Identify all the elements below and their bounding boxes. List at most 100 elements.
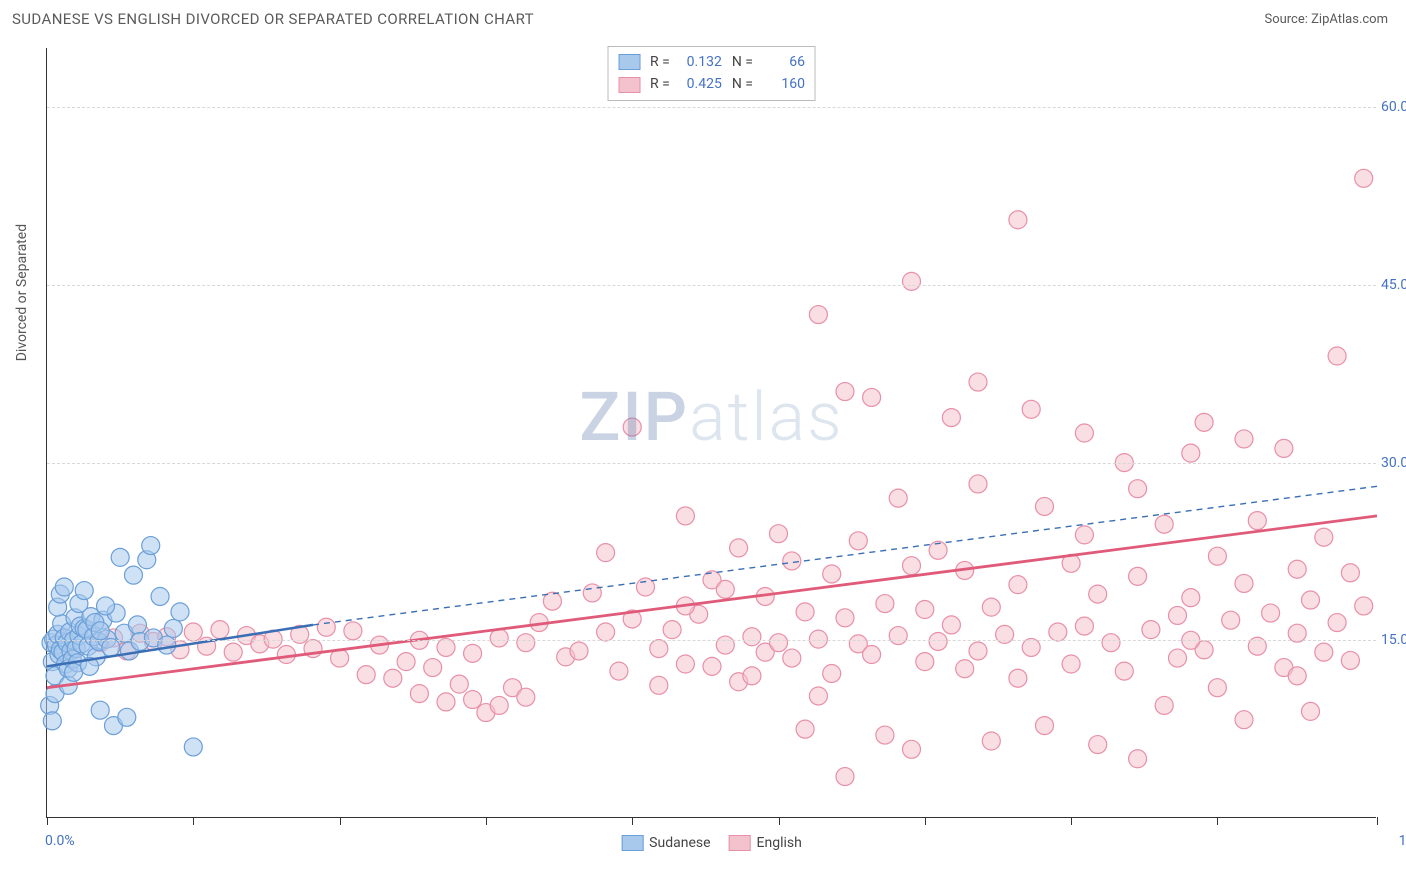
data-point [623, 418, 641, 436]
data-point [770, 525, 788, 543]
data-point [1129, 750, 1147, 768]
data-point [982, 732, 1000, 750]
data-point [809, 306, 827, 324]
data-point [836, 768, 854, 786]
swatch-blue-icon [621, 835, 643, 851]
x-tick [632, 817, 633, 825]
data-point [97, 597, 115, 615]
x-tick [340, 817, 341, 825]
data-point [982, 598, 1000, 616]
data-point [969, 373, 987, 391]
x-tick [1071, 817, 1072, 825]
data-point [1182, 444, 1200, 462]
data-point [91, 701, 109, 719]
data-point [1235, 711, 1253, 729]
scatter-svg [47, 48, 1376, 817]
data-point [1235, 430, 1253, 448]
data-point [876, 726, 894, 744]
data-point [650, 676, 668, 694]
data-point [610, 662, 628, 680]
gridline [47, 107, 1376, 108]
x-tick [47, 817, 48, 825]
data-point [770, 634, 788, 652]
data-point [650, 640, 668, 658]
data-point [597, 623, 615, 641]
data-point [583, 584, 601, 602]
data-point [1089, 736, 1107, 754]
data-point [863, 646, 881, 664]
data-point [1328, 347, 1346, 365]
legend-item-sudanese: Sudanese [621, 835, 710, 851]
data-point [783, 649, 801, 667]
data-point [111, 548, 129, 566]
data-point [1129, 567, 1147, 585]
data-point [1089, 585, 1107, 603]
data-point [1075, 526, 1093, 544]
data-point [1062, 655, 1080, 673]
data-point [1182, 589, 1200, 607]
data-point [796, 720, 814, 738]
legend-item-english: English [729, 835, 802, 851]
data-point [663, 621, 681, 639]
data-point [823, 664, 841, 682]
data-point [730, 539, 748, 557]
data-point [597, 544, 615, 562]
data-point [211, 621, 229, 639]
y-tick-label: 60.0% [1381, 99, 1406, 115]
y-axis-title: Divorced or Separated [14, 224, 30, 361]
data-point [876, 595, 894, 613]
data-point [517, 688, 535, 706]
data-point [903, 557, 921, 575]
data-point [1208, 679, 1226, 697]
data-point [796, 603, 814, 621]
data-point [158, 636, 176, 654]
data-point [464, 691, 482, 709]
data-point [889, 489, 907, 507]
data-point [164, 619, 182, 637]
data-point [1248, 512, 1266, 530]
data-point [142, 537, 160, 555]
data-point [849, 532, 867, 550]
data-point [1208, 547, 1226, 565]
data-point [357, 666, 375, 684]
data-point [676, 655, 694, 673]
data-point [1142, 621, 1160, 639]
data-point [1328, 614, 1346, 632]
data-point [184, 738, 202, 756]
data-point [863, 388, 881, 406]
data-point [743, 667, 761, 685]
data-point [184, 623, 202, 641]
x-min-label: 0.0% [45, 833, 75, 849]
data-point [969, 642, 987, 660]
data-point [1288, 560, 1306, 578]
gridline [47, 640, 1376, 641]
data-point [956, 660, 974, 678]
data-point [1022, 400, 1040, 418]
y-tick-label: 45.0% [1381, 277, 1406, 293]
data-point [1275, 439, 1293, 457]
data-point [384, 669, 402, 687]
data-point [823, 565, 841, 583]
data-point [517, 634, 535, 652]
x-tick [779, 817, 780, 825]
stats-row-english: R = 0.425 N = 160 [618, 73, 805, 95]
data-point [277, 646, 295, 664]
data-point [1235, 574, 1253, 592]
data-point [75, 582, 93, 600]
data-point [1341, 651, 1359, 669]
data-point [716, 636, 734, 654]
data-point [1036, 497, 1054, 515]
data-point [889, 627, 907, 645]
data-point [676, 507, 694, 525]
data-point [570, 642, 588, 660]
data-point [916, 601, 934, 619]
data-point [1315, 528, 1333, 546]
data-point [43, 712, 61, 730]
gridline [47, 463, 1376, 464]
x-tick [193, 817, 194, 825]
plot-area: ZIPatlas R = 0.132 N = 66 R = 0.425 N = … [46, 48, 1376, 818]
data-point [450, 675, 468, 693]
data-point [1169, 606, 1187, 624]
data-point [1315, 643, 1333, 661]
data-point [424, 659, 442, 677]
